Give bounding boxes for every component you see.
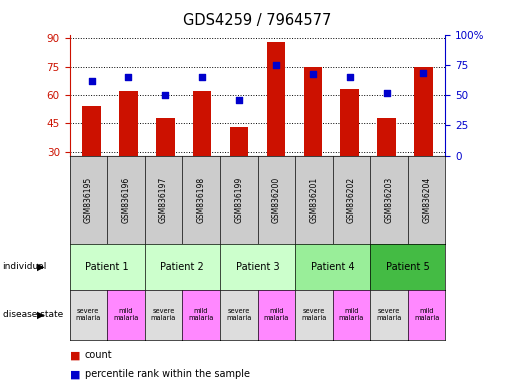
- Text: GSM836204: GSM836204: [422, 177, 431, 223]
- Text: Patient 4: Patient 4: [311, 262, 354, 272]
- Text: mild
malaria: mild malaria: [264, 308, 289, 321]
- Point: [308, 71, 317, 78]
- Point: [88, 78, 96, 84]
- Text: ■: ■: [70, 350, 80, 360]
- Bar: [303, 67, 322, 156]
- Text: GSM836195: GSM836195: [84, 177, 93, 223]
- Text: mild
malaria: mild malaria: [339, 308, 364, 321]
- Bar: [340, 89, 359, 156]
- Point: [382, 89, 390, 96]
- Point: [346, 74, 354, 80]
- Text: severe
malaria: severe malaria: [226, 308, 251, 321]
- Point: [198, 74, 207, 80]
- Text: severe
malaria: severe malaria: [301, 308, 327, 321]
- Bar: [377, 118, 396, 156]
- Point: [419, 70, 427, 76]
- Text: GSM836202: GSM836202: [347, 177, 356, 223]
- Text: GSM836203: GSM836203: [385, 177, 393, 223]
- Bar: [119, 91, 138, 156]
- Text: individual: individual: [3, 262, 47, 271]
- Text: ▶: ▶: [37, 310, 45, 320]
- Bar: [156, 118, 175, 156]
- Text: GSM836201: GSM836201: [310, 177, 318, 223]
- Text: Patient 5: Patient 5: [386, 262, 430, 272]
- Point: [272, 62, 280, 68]
- Text: mild
malaria: mild malaria: [113, 308, 139, 321]
- Text: severe
malaria: severe malaria: [151, 308, 176, 321]
- Text: GSM836200: GSM836200: [272, 177, 281, 223]
- Text: GSM836196: GSM836196: [122, 177, 130, 223]
- Text: GSM836197: GSM836197: [159, 177, 168, 223]
- Text: mild
malaria: mild malaria: [414, 308, 439, 321]
- Text: mild
malaria: mild malaria: [188, 308, 214, 321]
- Bar: [414, 67, 433, 156]
- Point: [235, 97, 243, 103]
- Text: Patient 3: Patient 3: [236, 262, 279, 272]
- Text: percentile rank within the sample: percentile rank within the sample: [85, 369, 250, 379]
- Text: disease state: disease state: [3, 310, 63, 319]
- Point: [125, 74, 133, 80]
- Text: Patient 1: Patient 1: [85, 262, 129, 272]
- Text: count: count: [85, 350, 113, 360]
- Text: GSM836198: GSM836198: [197, 177, 205, 223]
- Text: ■: ■: [70, 369, 80, 379]
- Text: Patient 2: Patient 2: [161, 262, 204, 272]
- Text: severe
malaria: severe malaria: [376, 308, 402, 321]
- Text: ▶: ▶: [37, 262, 45, 272]
- Point: [161, 92, 169, 98]
- Bar: [267, 42, 285, 156]
- Text: GDS4259 / 7964577: GDS4259 / 7964577: [183, 13, 332, 28]
- Text: severe
malaria: severe malaria: [76, 308, 101, 321]
- Bar: [193, 91, 212, 156]
- Text: GSM836199: GSM836199: [234, 177, 243, 223]
- Bar: [230, 127, 248, 156]
- Bar: [82, 106, 101, 156]
